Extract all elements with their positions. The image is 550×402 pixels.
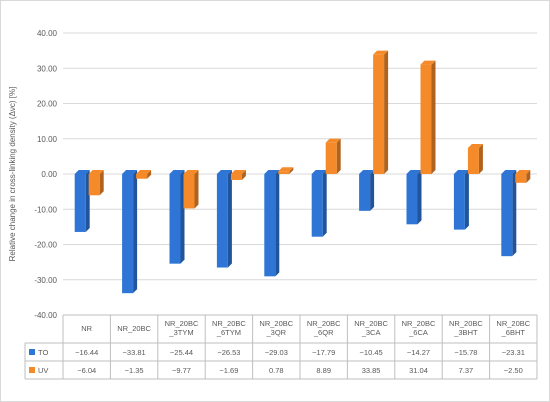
bar-uv-5 <box>325 138 341 174</box>
category-label: NR_20BC <box>307 319 341 328</box>
y-tick-label: -40.00 <box>34 311 57 320</box>
category-label: NR <box>81 324 92 333</box>
y-tick-label: 30.00 <box>37 64 58 73</box>
y-tick-label: 20.00 <box>37 100 58 109</box>
table-value: −16.44 <box>75 348 98 357</box>
table-value: −2.50 <box>504 366 523 375</box>
bars <box>74 50 531 294</box>
category-label: _6CA <box>408 328 428 337</box>
category-label: _3TYM <box>168 328 193 337</box>
bar-uv-2 <box>183 170 199 209</box>
category-label: NR_20BC <box>165 319 199 328</box>
bar-to-3 <box>216 170 232 268</box>
bar-to-7 <box>406 170 422 225</box>
bar-to-4 <box>264 170 280 277</box>
bar-uv-3 <box>230 170 246 180</box>
legend-key-uv <box>29 367 35 373</box>
bar-to-1 <box>122 170 138 294</box>
data-table: NR NR_20BCNR_20BC_3TYMNR_20BC_6TYMNR_20BC… <box>24 314 538 380</box>
bar-to-2 <box>169 170 185 264</box>
bar-to-5 <box>311 170 327 237</box>
table-value: −17.79 <box>312 348 335 357</box>
table-value: 31.04 <box>409 366 428 375</box>
bar-uv-8 <box>467 144 483 174</box>
category-label: NR_20BC <box>259 319 293 328</box>
category-label: _6QR <box>313 328 334 337</box>
bar-to-0 <box>74 170 90 232</box>
bar-uv-1 <box>136 170 152 179</box>
y-axis-ticks: 40.00 30.00 20.00 10.00 0.00 -10.00 -20.00 -30.… <box>34 29 57 320</box>
table-value: −10.45 <box>360 348 383 357</box>
y-tick-label: -30.00 <box>34 276 57 285</box>
y-tick-label: 0.00 <box>41 170 57 179</box>
table-value: −1.69 <box>219 366 238 375</box>
table-value: 33.85 <box>362 366 381 375</box>
y-tick-label: -10.00 <box>34 205 57 214</box>
table-value: −6.04 <box>77 366 96 375</box>
bar-uv-9 <box>515 170 531 183</box>
table-value: −14.27 <box>407 348 430 357</box>
y-tick-label: 40.00 <box>37 29 58 38</box>
bar-uv-0 <box>88 170 104 196</box>
category-label: _3QR <box>266 328 287 337</box>
category-label: NR_20BC <box>496 319 530 328</box>
table-value: −15.78 <box>454 348 477 357</box>
table-value: 0.78 <box>269 366 284 375</box>
y-tick-label: 10.00 <box>37 135 58 144</box>
category-label: _6BHT <box>501 328 526 337</box>
bar-uv-7 <box>420 60 436 174</box>
category-label: _3BHT <box>453 328 478 337</box>
bar-to-9 <box>501 170 517 257</box>
category-label: _3CA <box>361 328 381 337</box>
table-value: −23.31 <box>502 348 525 357</box>
table-value: −29.03 <box>265 348 288 357</box>
bar-to-6 <box>359 170 375 211</box>
table-value: 7.37 <box>459 366 474 375</box>
category-label: NR_20BC <box>117 324 151 333</box>
bar-to-8 <box>453 170 469 230</box>
table-value: −26.53 <box>217 348 240 357</box>
table-value: −9.77 <box>172 366 191 375</box>
category-label: NR_20BC <box>212 319 246 328</box>
bar-uv-6 <box>373 50 389 174</box>
legend-label-to: TO <box>38 348 48 357</box>
legend-key-to <box>29 349 35 355</box>
category-label: NR_20BC <box>449 319 483 328</box>
category-label: _6TYM <box>216 328 241 337</box>
y-axis-label: Relative change in cross-linking density… <box>8 87 17 262</box>
table-value: −1.35 <box>125 366 144 375</box>
category-label: NR_20BC <box>354 319 388 328</box>
y-tick-label: -20.00 <box>34 241 57 250</box>
legend-label-uv: UV <box>38 366 48 375</box>
table-value: 8.89 <box>316 366 331 375</box>
table-value: −33.81 <box>123 348 146 357</box>
category-label: NR_20BC <box>402 319 436 328</box>
table-value: −25.44 <box>170 348 193 357</box>
bar-uv-4 <box>278 167 294 174</box>
